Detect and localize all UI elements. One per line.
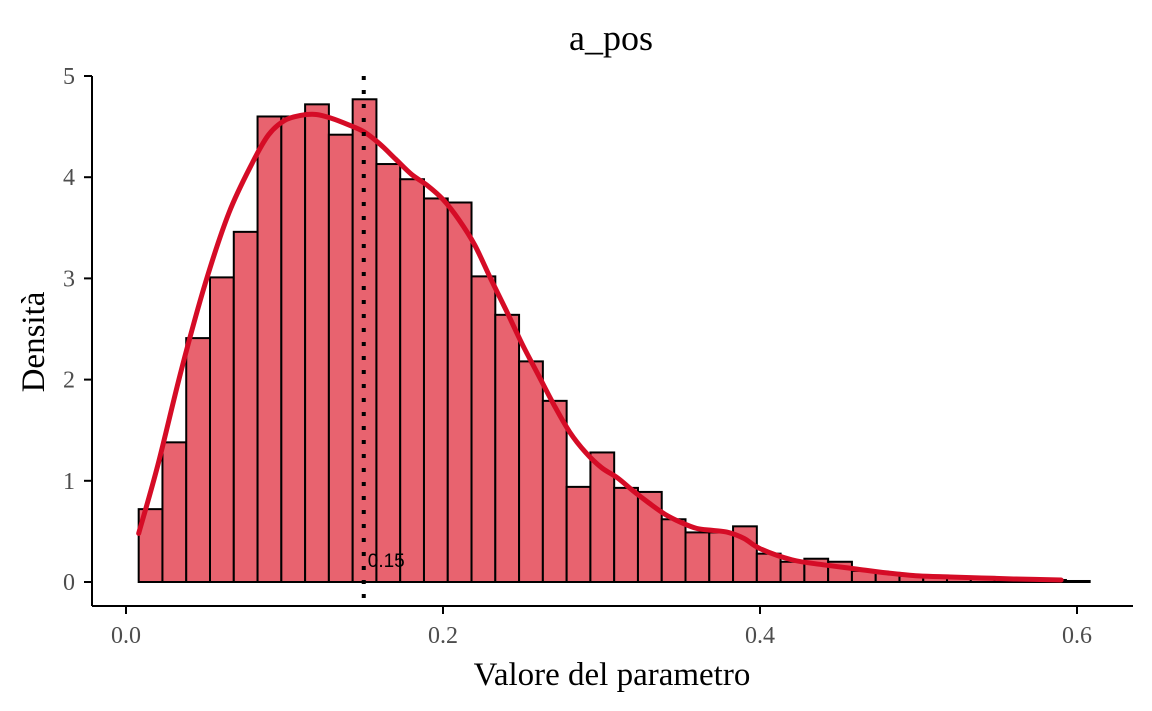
x-tick-label-3: 0.6 <box>1062 623 1092 649</box>
histogram-bar-12 <box>422 197 449 583</box>
histogram-bars <box>137 98 1091 584</box>
reference-line-layer: 0.15 <box>361 76 405 606</box>
y-tick-label-0: 0 <box>63 570 75 596</box>
reference-line-label: 0.15 <box>368 551 405 572</box>
histogram-bar-39 <box>1064 579 1091 583</box>
density-curve <box>136 111 1064 583</box>
histogram-bar-6 <box>280 115 307 583</box>
histogram-bar-16 <box>518 360 544 583</box>
histogram-bar-1 <box>161 441 188 583</box>
histogram-bar-8 <box>327 133 354 583</box>
histogram-bar-11 <box>399 178 425 583</box>
density-layer <box>136 111 1064 583</box>
y-tick-label-3: 3 <box>63 266 75 292</box>
y-ticks: 0 1 2 3 4 5 <box>63 64 92 596</box>
y-tick-label-2: 2 <box>63 368 75 394</box>
y-tick-label-1: 1 <box>63 469 75 495</box>
histogram-bar-10 <box>375 163 402 583</box>
histogram-bar-7 <box>304 103 330 583</box>
histogram-bar-4 <box>232 230 259 583</box>
y-tick-label-4: 4 <box>63 165 75 191</box>
axes <box>91 76 1133 607</box>
histogram-bar-13 <box>446 201 473 583</box>
chart-title: a_pos <box>569 18 653 58</box>
x-tick-label-0: 0.0 <box>111 623 141 649</box>
histogram-bar-3 <box>209 276 235 583</box>
histogram-bar-20 <box>613 486 639 584</box>
histogram-bar-15 <box>494 313 521 583</box>
histogram-bar-24 <box>708 531 735 583</box>
y-axis-label: Densità <box>16 291 52 392</box>
histogram-bar-22 <box>660 518 687 584</box>
x-tick-label-1: 0.2 <box>428 623 458 649</box>
histogram-bar-18 <box>565 485 592 583</box>
histogram-bar-9 <box>351 98 378 583</box>
x-axis-label: Valore del parametro <box>474 657 751 693</box>
histogram-bar-17 <box>541 399 568 583</box>
histogram-bar-2 <box>185 337 212 583</box>
histogram-bar-14 <box>470 275 497 583</box>
histogram-bar-27 <box>779 560 806 584</box>
x-ticks: 0.0 0.2 0.4 0.6 <box>111 606 1092 649</box>
y-tick-label-5: 5 <box>63 64 75 90</box>
histogram-bar-23 <box>684 531 711 583</box>
x-tick-label-2: 0.4 <box>745 623 775 649</box>
histogram-bar-5 <box>256 115 283 583</box>
